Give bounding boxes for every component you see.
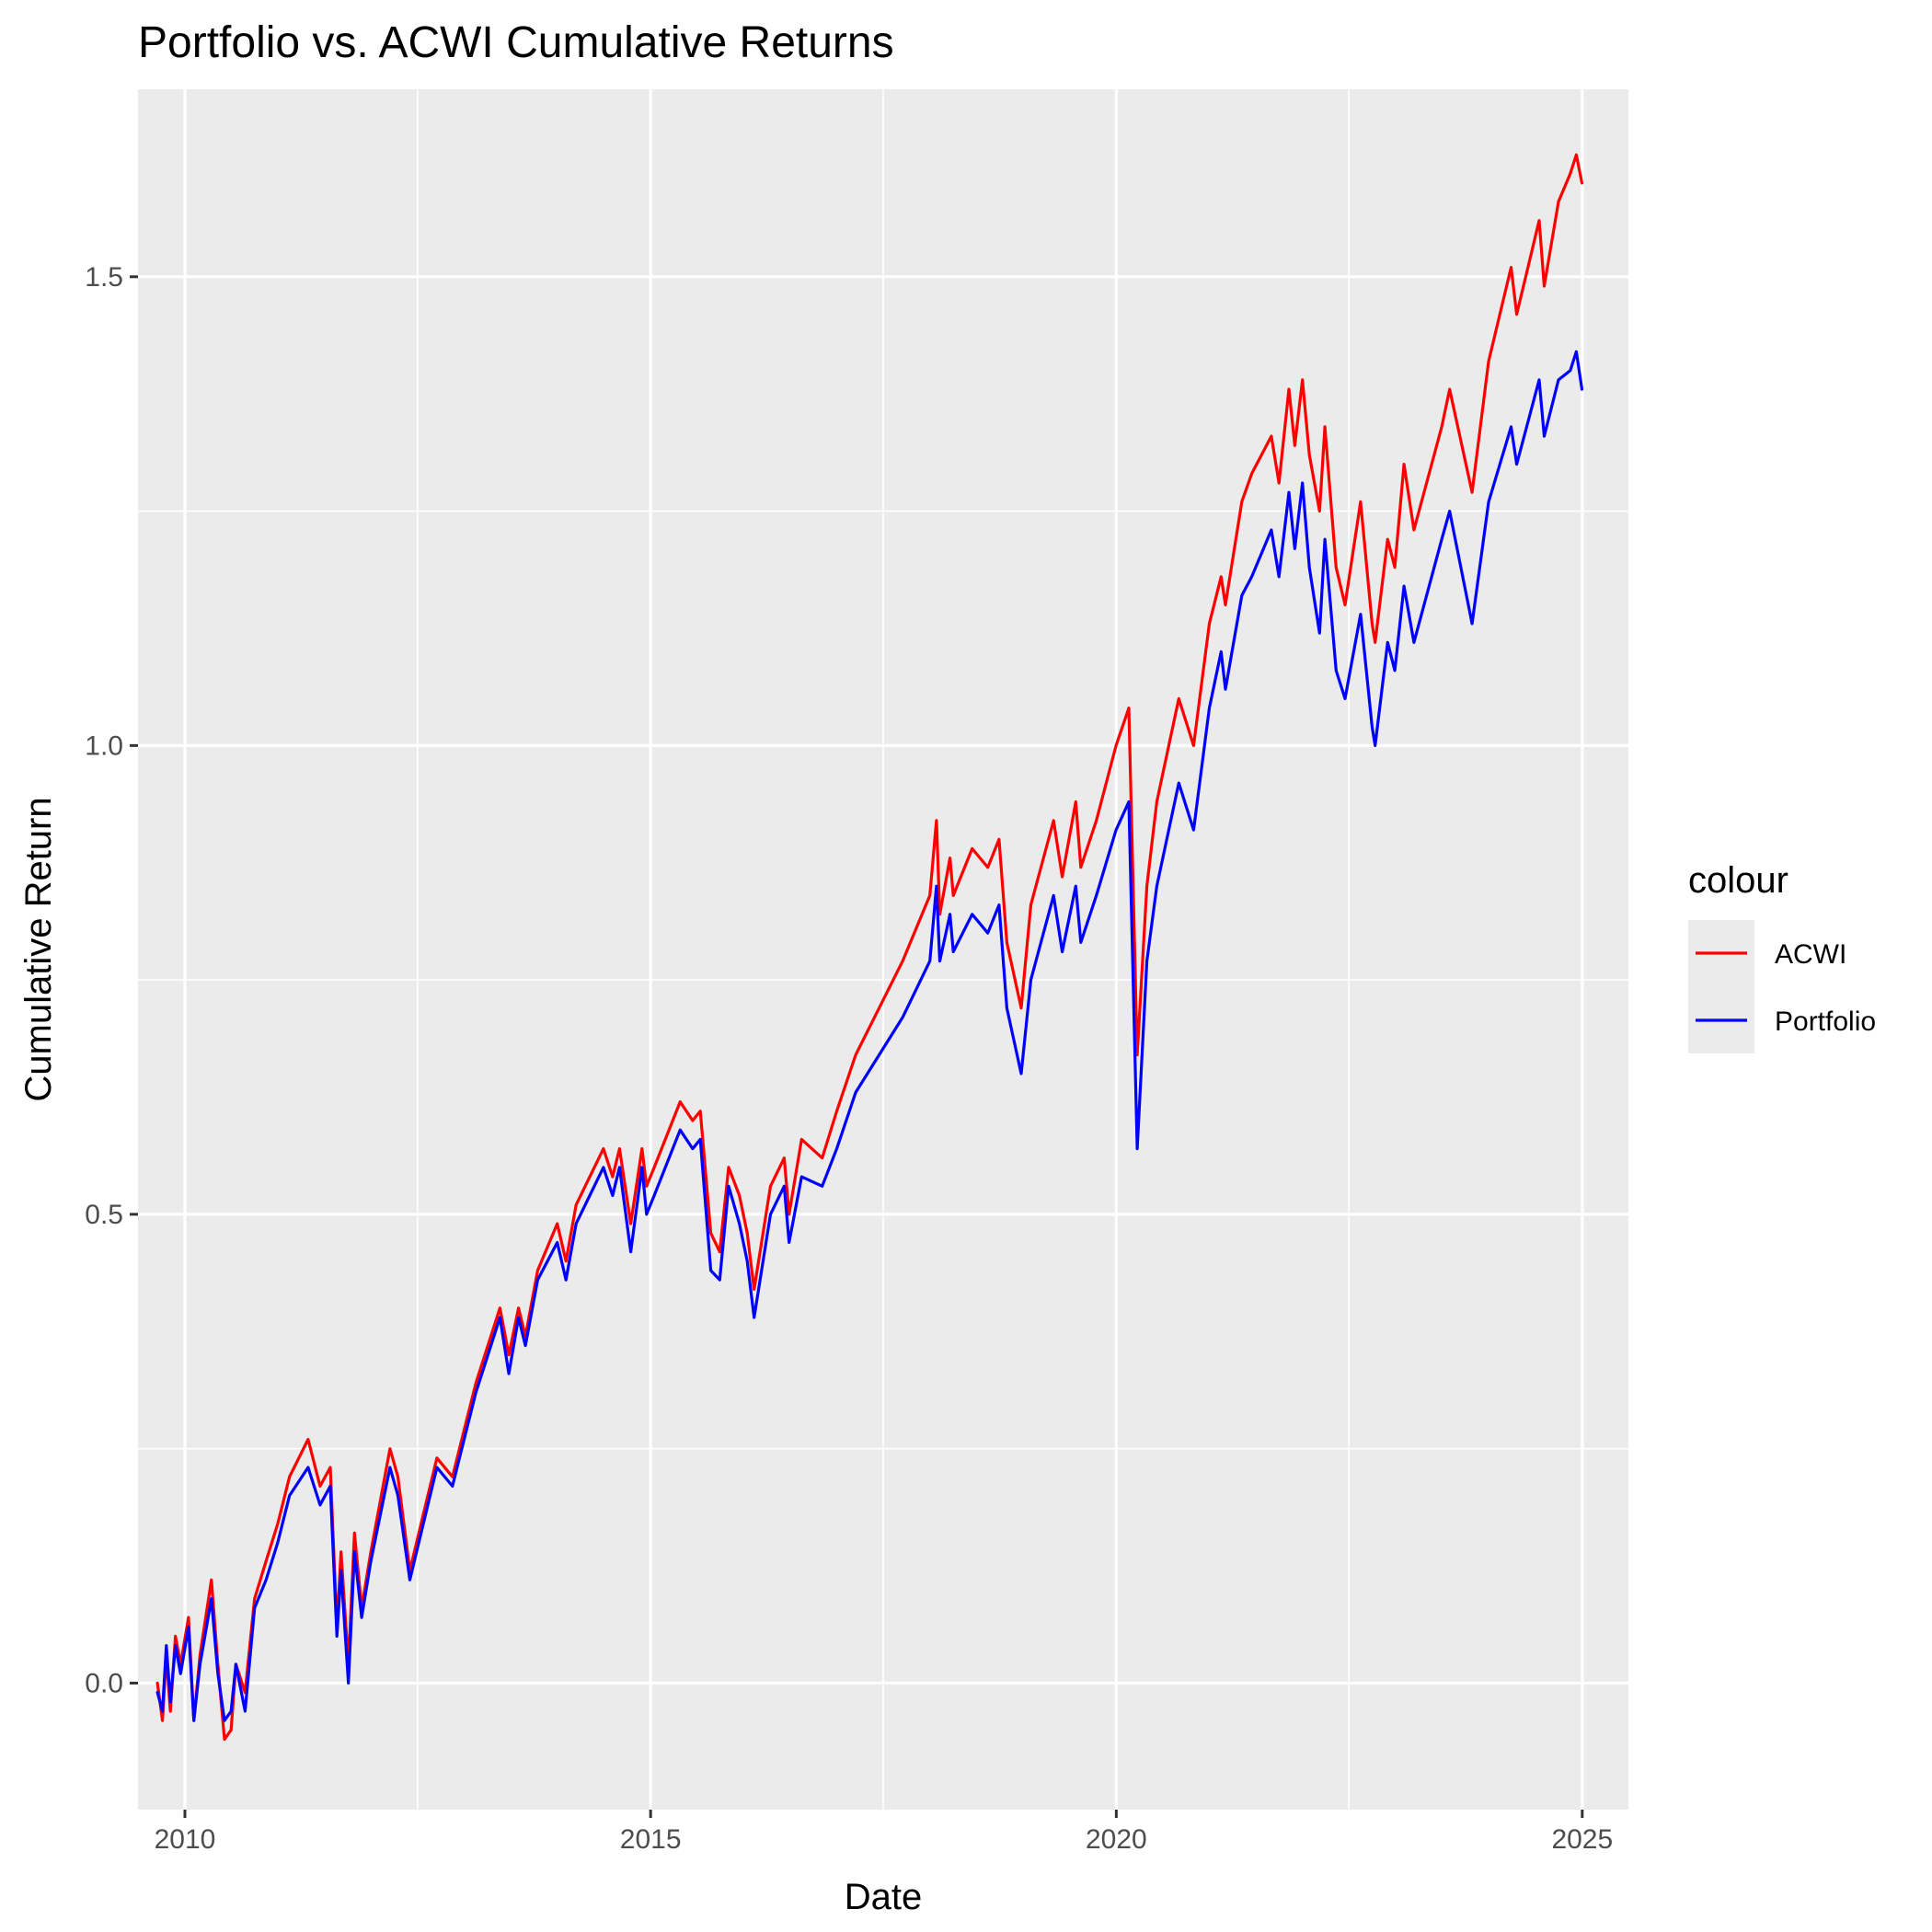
legend: colour ACWI Portfolio (1688, 860, 1876, 1053)
legend-title: colour (1688, 860, 1788, 901)
x-tick-label: 2010 (155, 1824, 216, 1855)
y-axis-title: Cumulative Return (18, 797, 59, 1101)
series-line-portfolio (155, 350, 1584, 1722)
chart-title: Portfolio vs. ACWI Cumulative Returns (138, 18, 894, 67)
series-layer (155, 153, 1584, 1742)
legend-key-box (1688, 920, 1754, 1053)
axes: 0.0 0.5 1.0 1.5 2010 2015 2020 2025 (85, 262, 1613, 1855)
legend-label-portfolio: Portfolio (1775, 1006, 1876, 1037)
x-axis-title: Date (845, 1877, 923, 1917)
x-tick-label: 2020 (1086, 1824, 1147, 1855)
legend-label-acwi: ACWI (1775, 939, 1846, 970)
x-tick-label: 2015 (620, 1824, 682, 1855)
y-tick-label: 0.0 (85, 1668, 123, 1698)
x-tick-label: 2025 (1551, 1824, 1613, 1855)
grid (138, 89, 1628, 1810)
y-tick-label: 0.5 (85, 1200, 123, 1230)
series-line-acwi (155, 153, 1584, 1742)
y-tick-label: 1.5 (85, 262, 123, 293)
y-tick-label: 1.0 (85, 730, 123, 761)
